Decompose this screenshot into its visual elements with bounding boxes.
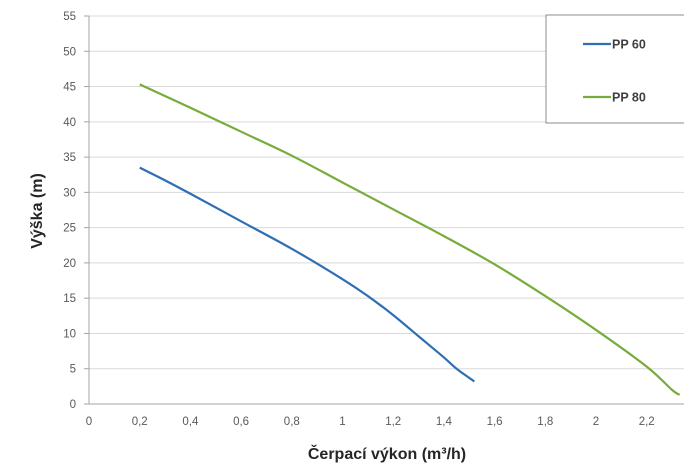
x-tick-label-2: 0,4	[182, 416, 199, 428]
x-tick-label-8: 1,6	[487, 416, 503, 428]
x-tick-label-6: 1,2	[385, 416, 401, 428]
series-line-pp-60	[139, 166, 475, 383]
x-tick-label-1: 0,2	[132, 416, 148, 428]
y-tick-label-1: 5	[70, 364, 76, 376]
x-tick-label-10: 2	[593, 416, 599, 428]
x-axis-title: Čerpací výkon (m³/h)	[308, 444, 466, 463]
x-tick-label-0: 0	[86, 416, 92, 428]
y-tick-label-6: 30	[63, 187, 76, 199]
series-line-pp-80	[139, 83, 681, 396]
x-tick-label-9: 1,8	[537, 416, 553, 428]
x-tick-labels: 00,20,40,60,811,21,41,61,822,22,4	[86, 416, 655, 428]
x-tick-label-3: 0,6	[233, 416, 249, 428]
y-tick-label-0: 0	[70, 399, 76, 411]
y-tick-label-8: 40	[63, 117, 76, 129]
y-axis-title: Výška (m)	[29, 173, 46, 249]
axes	[84, 15, 684, 405]
legend: PP 60 PP 80	[545, 14, 684, 124]
y-tick-label-11: 55	[63, 11, 76, 23]
series-lines	[139, 83, 681, 396]
y-tick-labels: 0 5 10 15 20 25 30 35 40 45 50 55	[63, 11, 76, 411]
y-tick-label-5: 25	[63, 223, 76, 235]
x-tick-label-4: 0,8	[284, 416, 300, 428]
x-tick-label-7: 1,4	[436, 416, 453, 428]
y-tick-label-7: 35	[63, 152, 76, 164]
y-tick-label-9: 45	[63, 82, 76, 94]
y-tick-label-3: 15	[63, 293, 76, 305]
legend-box	[545, 14, 684, 124]
y-tick-label-10: 50	[63, 46, 76, 58]
y-tick-label-4: 20	[63, 258, 76, 270]
x-tick-label-11: 2,2	[639, 416, 655, 428]
legend-label-pp-80: PP 80	[612, 91, 646, 105]
legend-label-pp-60: PP 60	[612, 38, 646, 52]
y-tick-label-2: 10	[63, 328, 76, 340]
x-tick-label-5: 1	[339, 416, 345, 428]
